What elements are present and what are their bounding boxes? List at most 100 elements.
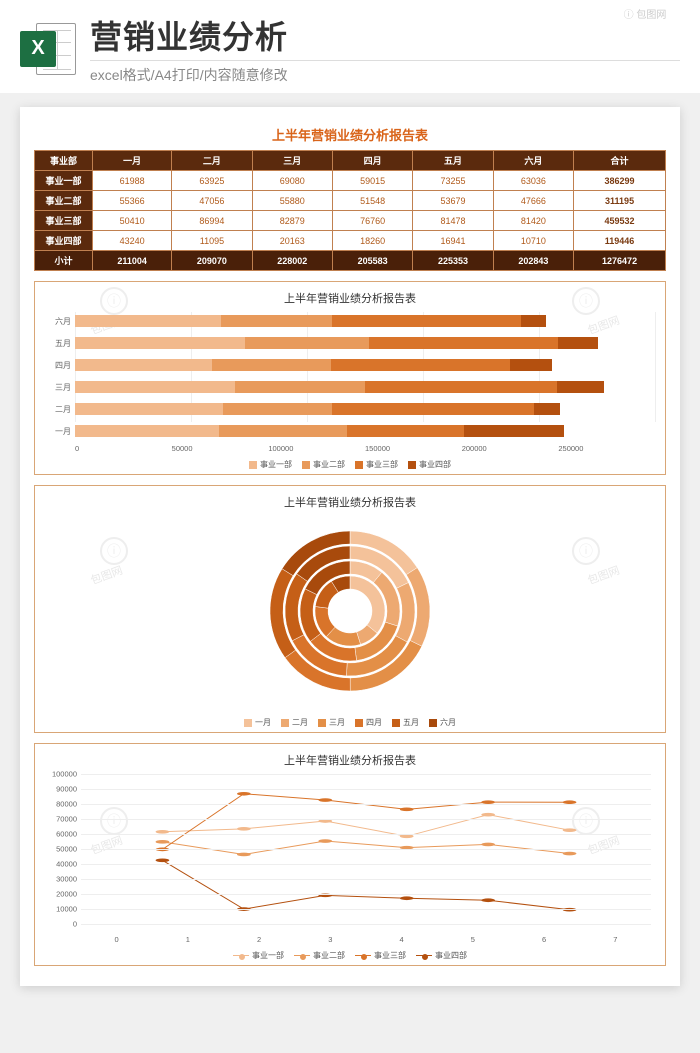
legend-label: 五月 xyxy=(403,717,419,728)
bar-label: 六月 xyxy=(45,316,71,327)
legend-item: 事业四部 xyxy=(408,459,451,470)
bar-row: 四月 xyxy=(75,356,655,374)
bar-track xyxy=(75,337,655,349)
x-tick: 2 xyxy=(224,935,295,944)
bar-segment xyxy=(223,403,332,415)
legend-line-icon xyxy=(416,955,432,956)
table-cell: 10710 xyxy=(493,231,573,251)
legend-label: 六月 xyxy=(440,717,456,728)
bar-chart: 上半年营销业绩分析报告表 六月五月四月三月二月一月 05000010000015… xyxy=(34,281,666,475)
table-cell: 47666 xyxy=(493,191,573,211)
subtotal-cell: 205583 xyxy=(332,251,412,271)
legend-line-icon xyxy=(355,955,371,956)
bar-segment xyxy=(332,315,521,327)
donut-svg xyxy=(45,516,655,706)
table-row: 事业四部432401109520163182601694110710119446 xyxy=(35,231,666,251)
bar-label: 一月 xyxy=(45,426,71,437)
legend-item: 五月 xyxy=(392,717,419,728)
bar-x-axis: 050000100000150000200000250000 xyxy=(45,444,655,453)
row-total: 119446 xyxy=(574,231,666,251)
y-tick: 20000 xyxy=(45,889,77,898)
bar-label: 四月 xyxy=(45,360,71,371)
y-tick: 90000 xyxy=(45,784,77,793)
bar-segment xyxy=(235,381,365,393)
bar-track xyxy=(75,359,655,371)
legend-item: 事业二部 xyxy=(294,950,345,961)
line-legend: 事业一部事业二部事业三部事业四部 xyxy=(45,950,655,961)
legend-label: 事业四部 xyxy=(419,459,451,470)
legend-swatch xyxy=(318,719,326,727)
bar-track xyxy=(75,381,655,393)
bar-segment xyxy=(331,359,509,371)
bar-segment xyxy=(75,403,223,415)
legend-item: 事业三部 xyxy=(355,459,398,470)
page-header: X 营销业绩分析 excel格式/A4打印/内容随意修改 xyxy=(0,0,700,93)
bar-segment xyxy=(521,315,546,327)
row-header: 事业一部 xyxy=(35,171,93,191)
bar-segment xyxy=(347,425,464,437)
bar-legend: 事业一部事业二部事业三部 事业四部 xyxy=(45,459,655,470)
table-cell: 81478 xyxy=(413,211,493,231)
line-x-axis: 01234567 xyxy=(81,935,651,944)
x-tick: 4 xyxy=(366,935,437,944)
legend-swatch xyxy=(302,461,310,469)
bar-chart-body: 六月五月四月三月二月一月 xyxy=(45,312,655,440)
table-header: 一月 xyxy=(93,151,172,171)
line-chart-title: 上半年营销业绩分析报告表 xyxy=(45,752,655,768)
bar-segment xyxy=(557,381,604,393)
table-cell: 51548 xyxy=(332,191,412,211)
table-cell: 73255 xyxy=(413,171,493,191)
table-row: 事业二部553664705655880515485367947666311195 xyxy=(35,191,666,211)
legend-label: 四月 xyxy=(366,717,382,728)
bar-row: 五月 xyxy=(75,334,655,352)
line-point xyxy=(563,852,577,856)
row-total: 459532 xyxy=(574,211,666,231)
subtotal-cell: 211004 xyxy=(93,251,172,271)
subtotal-label: 小计 xyxy=(35,251,93,271)
bar-row: 二月 xyxy=(75,400,655,418)
line-chart-body: 01234567 1000009000080000700006000050000… xyxy=(45,774,655,944)
subtotal-cell: 225353 xyxy=(413,251,493,271)
bar-segment xyxy=(558,337,597,349)
bar-segment xyxy=(464,425,564,437)
y-tick: 30000 xyxy=(45,874,77,883)
legend-item: 三月 xyxy=(318,717,345,728)
table-cell: 18260 xyxy=(332,231,412,251)
table-cell: 76760 xyxy=(332,211,412,231)
table-cell: 43240 xyxy=(93,231,172,251)
legend-line-icon xyxy=(294,955,310,956)
table-cell: 81420 xyxy=(493,211,573,231)
y-tick: 80000 xyxy=(45,799,77,808)
table-cell: 50410 xyxy=(93,211,172,231)
legend-line-icon xyxy=(233,955,249,956)
legend-item: 二月 xyxy=(281,717,308,728)
bar-label: 五月 xyxy=(45,338,71,349)
grand-total: 1276472 xyxy=(574,251,666,271)
y-tick: 60000 xyxy=(45,829,77,838)
bar-segment xyxy=(332,403,534,415)
bar-segment xyxy=(212,359,332,371)
bar-row: 一月 xyxy=(75,422,655,440)
legend-label: 事业三部 xyxy=(374,950,406,961)
legend-item: 事业二部 xyxy=(302,459,345,470)
y-tick: 100000 xyxy=(45,770,77,779)
legend-label: 事业一部 xyxy=(260,459,292,470)
y-tick: 0 xyxy=(45,919,77,928)
bar-row: 三月 xyxy=(75,378,655,396)
table-cell: 61988 xyxy=(93,171,172,191)
bar-track xyxy=(75,425,655,437)
legend-swatch xyxy=(249,461,257,469)
line-chart: 上半年营销业绩分析报告表 01234567 100000 90000 80000 70… xyxy=(34,743,666,966)
legend-label: 二月 xyxy=(292,717,308,728)
bar-segment xyxy=(75,359,212,371)
table-header: 五月 xyxy=(413,151,493,171)
table-row: 事业一部619886392569080590157325563036386299 xyxy=(35,171,666,191)
legend-item: 四月 xyxy=(355,717,382,728)
bar-segment xyxy=(510,359,552,371)
table-cell: 53679 xyxy=(413,191,493,211)
bar-row: 六月 xyxy=(75,312,655,330)
legend-label: 事业一部 xyxy=(252,950,284,961)
table-cell: 20163 xyxy=(252,231,332,251)
row-total: 386299 xyxy=(574,171,666,191)
y-tick: 70000 xyxy=(45,814,77,823)
